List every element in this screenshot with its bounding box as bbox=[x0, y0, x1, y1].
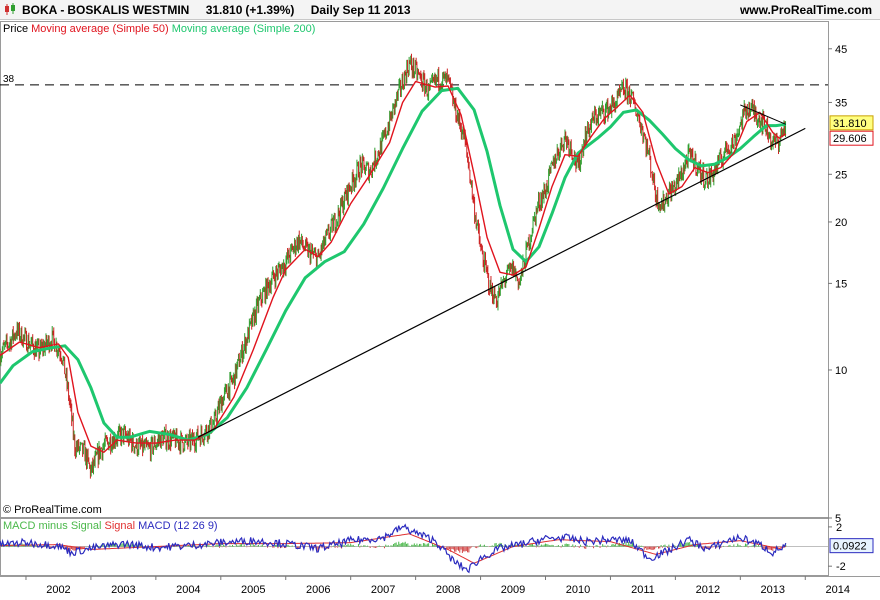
descending-trendline bbox=[740, 104, 786, 125]
header-symbol: BOKA bbox=[22, 3, 58, 17]
macd-line bbox=[0, 523, 787, 574]
signal-line bbox=[0, 533, 786, 564]
legend-ma200: Moving average (Simple 200) bbox=[171, 23, 316, 35]
header-period: Daily bbox=[310, 3, 340, 17]
header-price: 31.810 bbox=[205, 3, 243, 17]
x-tick-label: 2002 bbox=[46, 584, 70, 596]
x-tick-label: 2008 bbox=[436, 584, 460, 596]
ma200-line bbox=[0, 86, 786, 442]
x-tick-label: 2006 bbox=[306, 584, 330, 596]
price-y-tick-label: 25 bbox=[835, 169, 847, 181]
resistance-label: 38 bbox=[3, 74, 15, 85]
x-tick-label: 2013 bbox=[761, 584, 785, 596]
macd-legend: MACD minus Signal Signal MACD (12 26 9) bbox=[3, 520, 218, 532]
header-name: BOSKALIS WESTMIN bbox=[67, 3, 190, 17]
macd-y-tick-label: -2 bbox=[836, 561, 846, 573]
x-tick-label: 2014 bbox=[825, 584, 849, 596]
x-tick-label: 2011 bbox=[631, 584, 655, 596]
ma-value-label-box bbox=[829, 130, 874, 146]
price-y-tick-label: 5 bbox=[835, 513, 841, 525]
ma-value-label-text: 29.606 bbox=[833, 133, 867, 145]
macd-value-text: 0.0922 bbox=[833, 541, 867, 553]
legend-macd-signal: Signal bbox=[104, 520, 136, 532]
legend-price: Price bbox=[3, 23, 29, 35]
x-tick-label: 2007 bbox=[371, 584, 395, 596]
legend-macd: MACD (12 26 9) bbox=[138, 520, 218, 532]
header-info: BOKA - BOSKALIS WESTMIN 31.810 (+1.39%) Dai… bbox=[22, 3, 414, 17]
x-tick-label: 2010 bbox=[566, 584, 590, 596]
macd-value-box bbox=[829, 538, 874, 554]
legend-macd-diff: MACD minus Signal bbox=[3, 520, 102, 532]
price-y-tick-label: 15 bbox=[835, 278, 847, 290]
price-y-tick-label: 20 bbox=[835, 217, 847, 229]
price-y-tick-label: 35 bbox=[835, 97, 847, 109]
x-tick-label: 2003 bbox=[111, 584, 135, 596]
header-site[interactable]: www.ProRealTime.com bbox=[739, 3, 872, 17]
price-legend: Price Moving average (Simple 50) Moving … bbox=[3, 23, 315, 35]
header-change: (+1.39%) bbox=[245, 3, 295, 17]
price-panel-frame bbox=[0, 21, 829, 519]
last-price-label-text: 31.810 bbox=[833, 118, 867, 130]
header-dash: - bbox=[60, 3, 65, 17]
x-tick-label: 2004 bbox=[176, 584, 200, 596]
x-tick-label: 2009 bbox=[501, 584, 525, 596]
candlestick-icon bbox=[5, 3, 15, 15]
last-price-label-box bbox=[829, 115, 874, 131]
price-y-tick-label: 45 bbox=[835, 44, 847, 56]
chart-header: BOKA - BOSKALIS WESTMIN 31.810 (+1.39%) Dai… bbox=[0, 0, 880, 20]
support-trendline bbox=[197, 127, 806, 438]
x-tick-label: 2012 bbox=[696, 584, 720, 596]
copyright-text: © ProRealTime.com bbox=[3, 504, 102, 516]
ma50-line bbox=[0, 80, 787, 453]
header-date: Sep 11 2013 bbox=[342, 3, 411, 17]
macd-y-tick-label: 2 bbox=[836, 522, 842, 534]
legend-ma50: Moving average (Simple 50) bbox=[31, 23, 169, 35]
x-tick-label: 2005 bbox=[241, 584, 265, 596]
price-y-tick-label: 10 bbox=[835, 365, 847, 377]
